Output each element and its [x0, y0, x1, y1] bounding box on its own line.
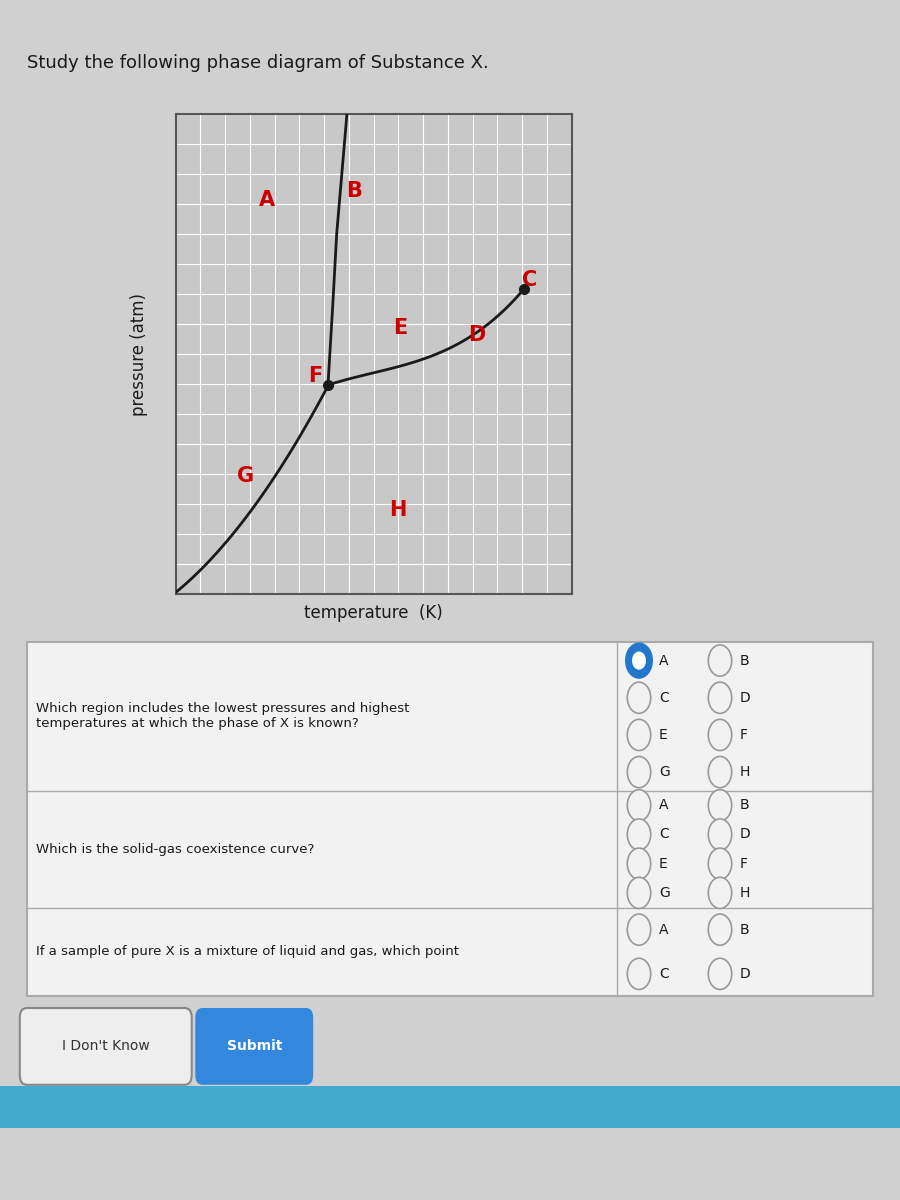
Circle shape: [627, 914, 651, 946]
Text: pressure (atm): pressure (atm): [130, 293, 148, 415]
Circle shape: [708, 818, 732, 850]
Circle shape: [627, 818, 651, 850]
Text: C: C: [522, 270, 537, 289]
FancyBboxPatch shape: [195, 1008, 313, 1085]
Text: A: A: [659, 923, 669, 937]
Circle shape: [708, 790, 732, 821]
Text: D: D: [740, 828, 751, 841]
Text: A: A: [659, 798, 669, 812]
Text: F: F: [740, 728, 748, 742]
Circle shape: [708, 644, 732, 676]
Text: E: E: [659, 728, 668, 742]
Circle shape: [708, 914, 732, 946]
Circle shape: [708, 959, 732, 990]
Text: B: B: [740, 654, 750, 667]
Text: H: H: [390, 500, 407, 520]
Text: C: C: [659, 828, 669, 841]
Text: If a sample of pure X is a mixture of liquid and gas, which point: If a sample of pure X is a mixture of li…: [36, 946, 459, 959]
Circle shape: [627, 682, 651, 713]
Circle shape: [633, 652, 645, 668]
Circle shape: [708, 719, 732, 750]
Circle shape: [708, 682, 732, 713]
Text: D: D: [469, 325, 486, 344]
Text: B: B: [740, 798, 750, 812]
Text: G: G: [659, 886, 670, 900]
Text: C: C: [659, 967, 669, 980]
Text: G: G: [659, 766, 670, 779]
Circle shape: [708, 877, 732, 908]
Text: I Don't Know: I Don't Know: [62, 1039, 149, 1054]
Text: E: E: [393, 318, 408, 337]
Text: Study the following phase diagram of Substance X.: Study the following phase diagram of Sub…: [27, 54, 489, 72]
Circle shape: [627, 877, 651, 908]
Circle shape: [627, 959, 651, 990]
Text: C: C: [659, 691, 669, 704]
Text: E: E: [659, 857, 668, 871]
Circle shape: [708, 848, 732, 880]
Text: G: G: [237, 467, 254, 486]
Text: F: F: [308, 366, 322, 385]
Circle shape: [708, 756, 732, 787]
Bar: [0, 1086, 900, 1128]
Circle shape: [627, 756, 651, 787]
Circle shape: [627, 790, 651, 821]
FancyBboxPatch shape: [20, 1008, 192, 1085]
Text: F: F: [740, 857, 748, 871]
Text: A: A: [258, 191, 274, 210]
Circle shape: [627, 848, 651, 880]
Text: B: B: [346, 181, 362, 200]
Text: H: H: [740, 766, 751, 779]
X-axis label: temperature  (K): temperature (K): [304, 604, 443, 622]
Text: Submit: Submit: [227, 1039, 282, 1054]
Bar: [27, 642, 873, 996]
Text: Which region includes the lowest pressures and highest
temperatures at which the: Which region includes the lowest pressur…: [36, 702, 410, 731]
Circle shape: [626, 643, 652, 677]
Text: Which is the solid-gas coexistence curve?: Which is the solid-gas coexistence curve…: [36, 842, 314, 856]
Text: A: A: [659, 654, 669, 667]
Circle shape: [627, 719, 651, 750]
Text: H: H: [740, 886, 751, 900]
Text: D: D: [740, 691, 751, 704]
Text: B: B: [740, 923, 750, 937]
Text: D: D: [740, 967, 751, 980]
